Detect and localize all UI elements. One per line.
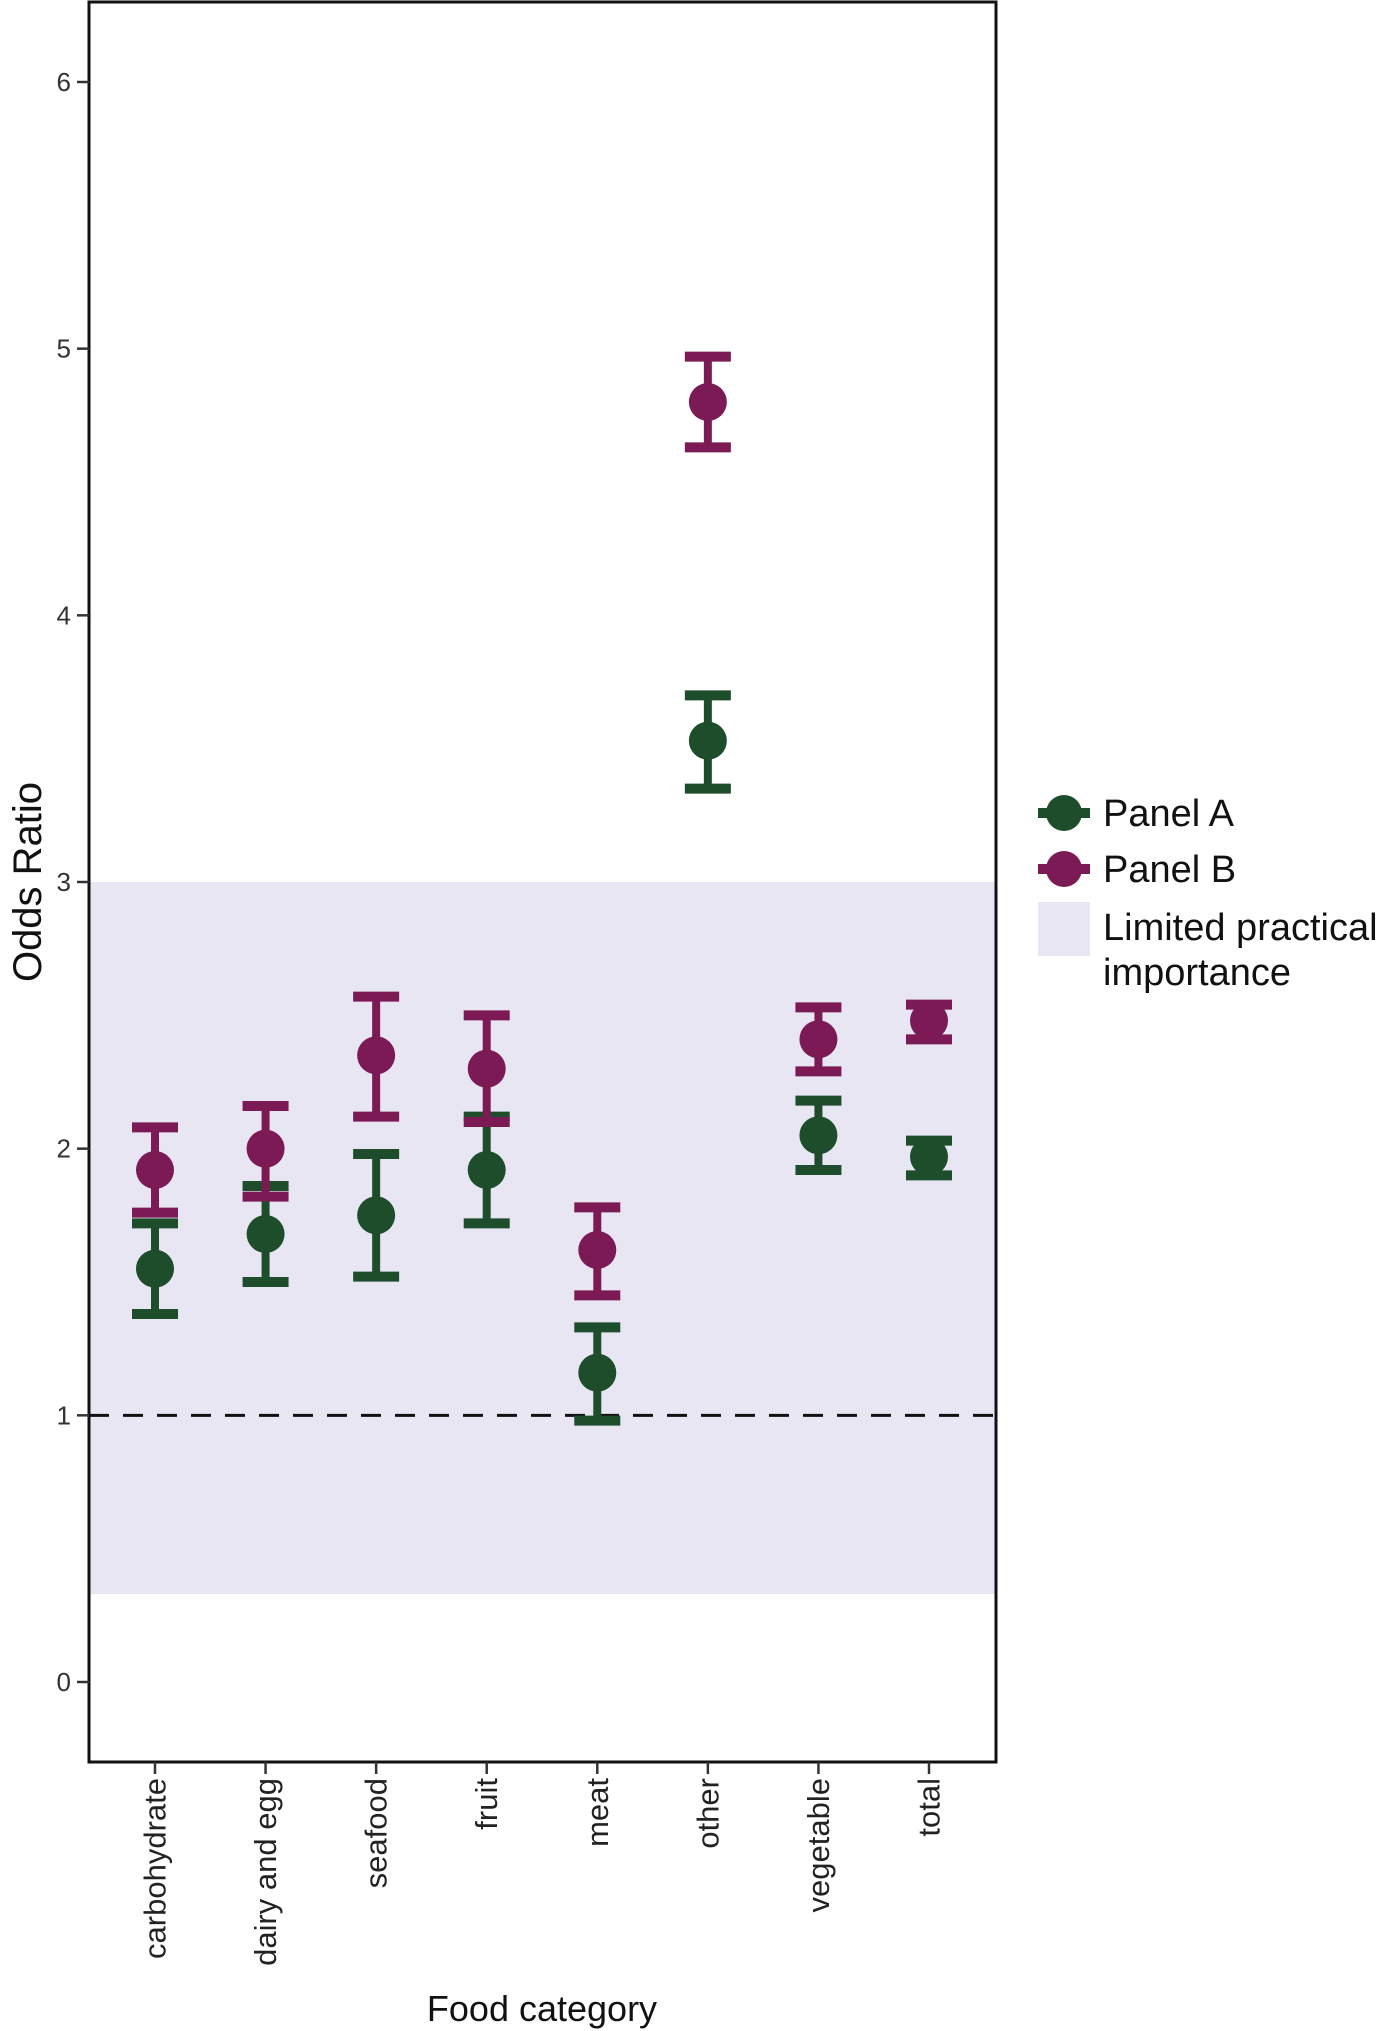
data-point <box>910 1001 948 1040</box>
practical-importance-band <box>89 882 996 1594</box>
x-tick-label: vegetable <box>801 1778 836 1912</box>
data-point <box>136 1249 174 1288</box>
data-point <box>136 1151 174 1189</box>
data-point <box>357 1036 396 1075</box>
series-panel-a <box>132 690 952 1426</box>
plot-area <box>89 351 996 1594</box>
data-point <box>799 1116 838 1155</box>
legend-item-1: Panel B <box>1038 849 1236 891</box>
x-tick-label: meat <box>580 1778 615 1847</box>
y-tick-label: 5 <box>57 334 71 364</box>
legend-swatch-point <box>1046 851 1082 887</box>
data-point <box>357 1196 396 1235</box>
data-point <box>688 383 727 421</box>
y-tick-label: 2 <box>57 1134 71 1164</box>
y-tick-label: 3 <box>57 867 71 897</box>
x-tick-label: fruit <box>469 1778 504 1830</box>
x-tick-label: carbohydrate <box>138 1778 173 1959</box>
axes: 0 1 2 3 4 5 6 carbohydrate dairy and egg seafood f… <box>6 0 998 2029</box>
legend-label: Panel A <box>1103 793 1235 835</box>
y-tick-label: 1 <box>57 1400 71 1430</box>
x-axis-title: Food category <box>427 1988 657 2029</box>
x-tick-label: dairy and egg <box>248 1778 283 1966</box>
series-panel-b <box>132 351 952 1301</box>
legend-swatch-band <box>1038 902 1090 956</box>
data-point <box>578 1231 617 1269</box>
data-point <box>799 1020 838 1059</box>
legend-label-line-1: Limited practical <box>1103 907 1378 949</box>
legend-swatch-point <box>1046 795 1082 831</box>
x-tick-label: other <box>690 1778 725 1849</box>
y-tick-label: 6 <box>57 67 71 97</box>
y-axis-title: Odds Ratio <box>6 782 50 982</box>
data-point <box>467 1049 506 1088</box>
data-point <box>467 1151 506 1189</box>
data-point <box>246 1215 285 1253</box>
legend-label: Panel B <box>1103 849 1236 891</box>
data-point <box>910 1137 948 1176</box>
x-tick-label: total <box>912 1778 947 1837</box>
data-point <box>688 721 727 760</box>
legend-item-0: Panel A <box>1038 793 1235 835</box>
legend: Panel A Panel B Limited practicalimportanc… <box>1038 793 1378 994</box>
y-tick-label: 4 <box>57 600 71 630</box>
data-point <box>246 1129 285 1168</box>
x-tick-label: seafood <box>359 1778 394 1888</box>
y-tick-label: 0 <box>57 1667 71 1697</box>
data-point <box>578 1353 617 1392</box>
legend-label-line-2: importance <box>1103 952 1291 994</box>
